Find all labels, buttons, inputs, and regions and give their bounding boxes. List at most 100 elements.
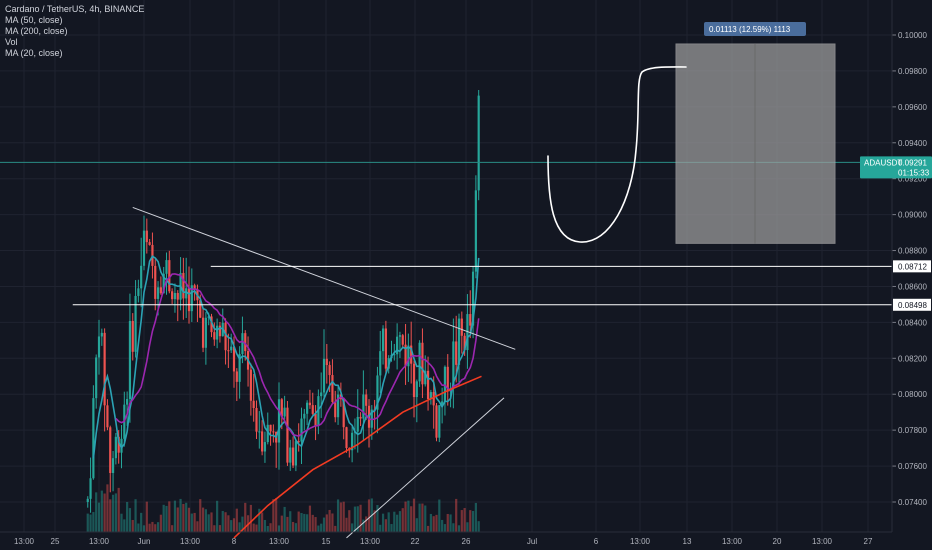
candle-body-80 xyxy=(311,405,314,414)
candlesticks xyxy=(86,90,480,513)
volume-bar-50 xyxy=(227,515,230,532)
volume-bar-114 xyxy=(407,500,410,532)
candle-body-128 xyxy=(446,366,449,392)
volume-bar-93 xyxy=(348,510,351,532)
candle-body-32 xyxy=(176,292,179,300)
volume-bar-32 xyxy=(176,507,179,532)
volume-bar-0 xyxy=(86,513,89,532)
candle-body-123 xyxy=(432,392,435,406)
volume-bar-55 xyxy=(241,516,244,532)
volume-bar-95 xyxy=(353,506,357,532)
candle-body-99 xyxy=(365,394,368,406)
volume-bar-98 xyxy=(362,519,365,532)
candle-body-126 xyxy=(441,401,444,406)
price-axis[interactable]: 0.10000 0.09800 0.09600 0.09400 0.09200 0.090… xyxy=(891,0,927,532)
candle-body-131 xyxy=(455,341,458,365)
x-tick-3: Jun xyxy=(138,537,151,546)
volume-bar-6 xyxy=(103,493,106,532)
candle-body-84 xyxy=(322,358,326,393)
volume-bar-56 xyxy=(244,502,247,532)
time-axis[interactable]: 13:00 25 13:00 Jun 13:00 8 13:00 15 13:00 22 26 Jul… xyxy=(0,531,892,546)
volume-bar-69 xyxy=(280,515,283,532)
drawings[interactable] xyxy=(0,43,892,539)
volume-bar-117 xyxy=(415,518,418,532)
volume-bar-37 xyxy=(190,513,193,532)
volume-bar-21 xyxy=(145,501,148,532)
candle-body-106 xyxy=(384,328,387,369)
candle-body-49 xyxy=(224,322,227,351)
volume-bar-72 xyxy=(289,511,292,532)
candle-body-130 xyxy=(452,341,455,389)
candle-body-59 xyxy=(252,400,255,409)
level-label-1: 0.08498 xyxy=(898,301,927,310)
volume-bar-22 xyxy=(148,523,151,532)
volume-bar-91 xyxy=(342,501,345,532)
volume-bar-44 xyxy=(210,512,213,532)
volume-bar-40 xyxy=(199,499,202,532)
candle-body-37 xyxy=(190,285,193,312)
volume-bar-1 xyxy=(89,514,92,532)
candle-body-100 xyxy=(367,405,371,428)
volume-bar-83 xyxy=(320,523,323,532)
candle-body-98 xyxy=(362,394,365,419)
candle-body-1 xyxy=(89,478,92,499)
candle-body-87 xyxy=(331,375,334,402)
volume-bar-120 xyxy=(424,505,427,532)
y-tick-5: 0.09000 xyxy=(898,211,927,220)
x-tick-2: 13:00 xyxy=(89,537,110,546)
volume-bar-58 xyxy=(249,504,252,532)
volume-bar-7 xyxy=(106,484,109,532)
candle-body-105 xyxy=(381,328,385,352)
candle-body-121 xyxy=(426,370,430,399)
volume-bar-81 xyxy=(314,517,317,532)
candle-body-47 xyxy=(218,325,222,337)
candle-body-65 xyxy=(269,424,272,432)
volume-bar-13 xyxy=(123,519,126,532)
volume-bar-33 xyxy=(179,498,182,532)
candle-body-138 xyxy=(474,190,477,272)
volume-bar-10 xyxy=(114,493,117,532)
candle-body-43 xyxy=(207,316,210,318)
x-tick-1: 25 xyxy=(51,537,60,546)
volume-bar-63 xyxy=(263,519,267,532)
candle-body-92 xyxy=(345,427,348,449)
volume-bar-31 xyxy=(173,500,177,532)
candle-body-118 xyxy=(418,342,421,382)
volume-bar-124 xyxy=(435,514,438,532)
level-tag-1 xyxy=(893,298,931,311)
candle-body-77 xyxy=(303,413,306,419)
candle-body-94 xyxy=(351,432,354,451)
volume-bar-105 xyxy=(381,513,385,532)
candle-body-55 xyxy=(241,333,244,355)
volume-bar-19 xyxy=(140,512,143,532)
volume-bar-123 xyxy=(432,516,435,532)
volume-bar-36 xyxy=(187,507,191,532)
volume-bar-128 xyxy=(446,513,449,532)
volume-bar-89 xyxy=(336,499,340,532)
volume-bar-73 xyxy=(291,521,295,532)
candle-body-97 xyxy=(359,416,362,419)
legend-ma20: MA (20, close) xyxy=(5,48,63,58)
countdown-label: 01:15:33 xyxy=(898,168,930,177)
candle-body-124 xyxy=(435,405,438,438)
legend-symbol: Cardano / TetherUS, 4h, BINANCE xyxy=(5,4,145,14)
hand-drawn-path xyxy=(547,66,687,243)
candle-body-122 xyxy=(429,392,432,399)
volume-bar-100 xyxy=(367,499,371,532)
candle-body-21 xyxy=(145,230,148,243)
volume-bar-2 xyxy=(92,512,95,532)
candle-body-86 xyxy=(328,365,331,376)
volume-bar-88 xyxy=(334,525,337,532)
volume-bar-26 xyxy=(159,514,162,532)
volume-bar-84 xyxy=(322,517,326,532)
candle-body-35 xyxy=(185,288,188,299)
volume-bar-30 xyxy=(171,525,174,532)
y-tick-0: 0.10000 xyxy=(898,31,927,40)
volume-bar-45 xyxy=(213,525,216,532)
candle-body-53 xyxy=(235,371,238,382)
candle-body-89 xyxy=(336,394,340,418)
candle-body-66 xyxy=(272,431,275,433)
candle-body-40 xyxy=(199,300,202,318)
